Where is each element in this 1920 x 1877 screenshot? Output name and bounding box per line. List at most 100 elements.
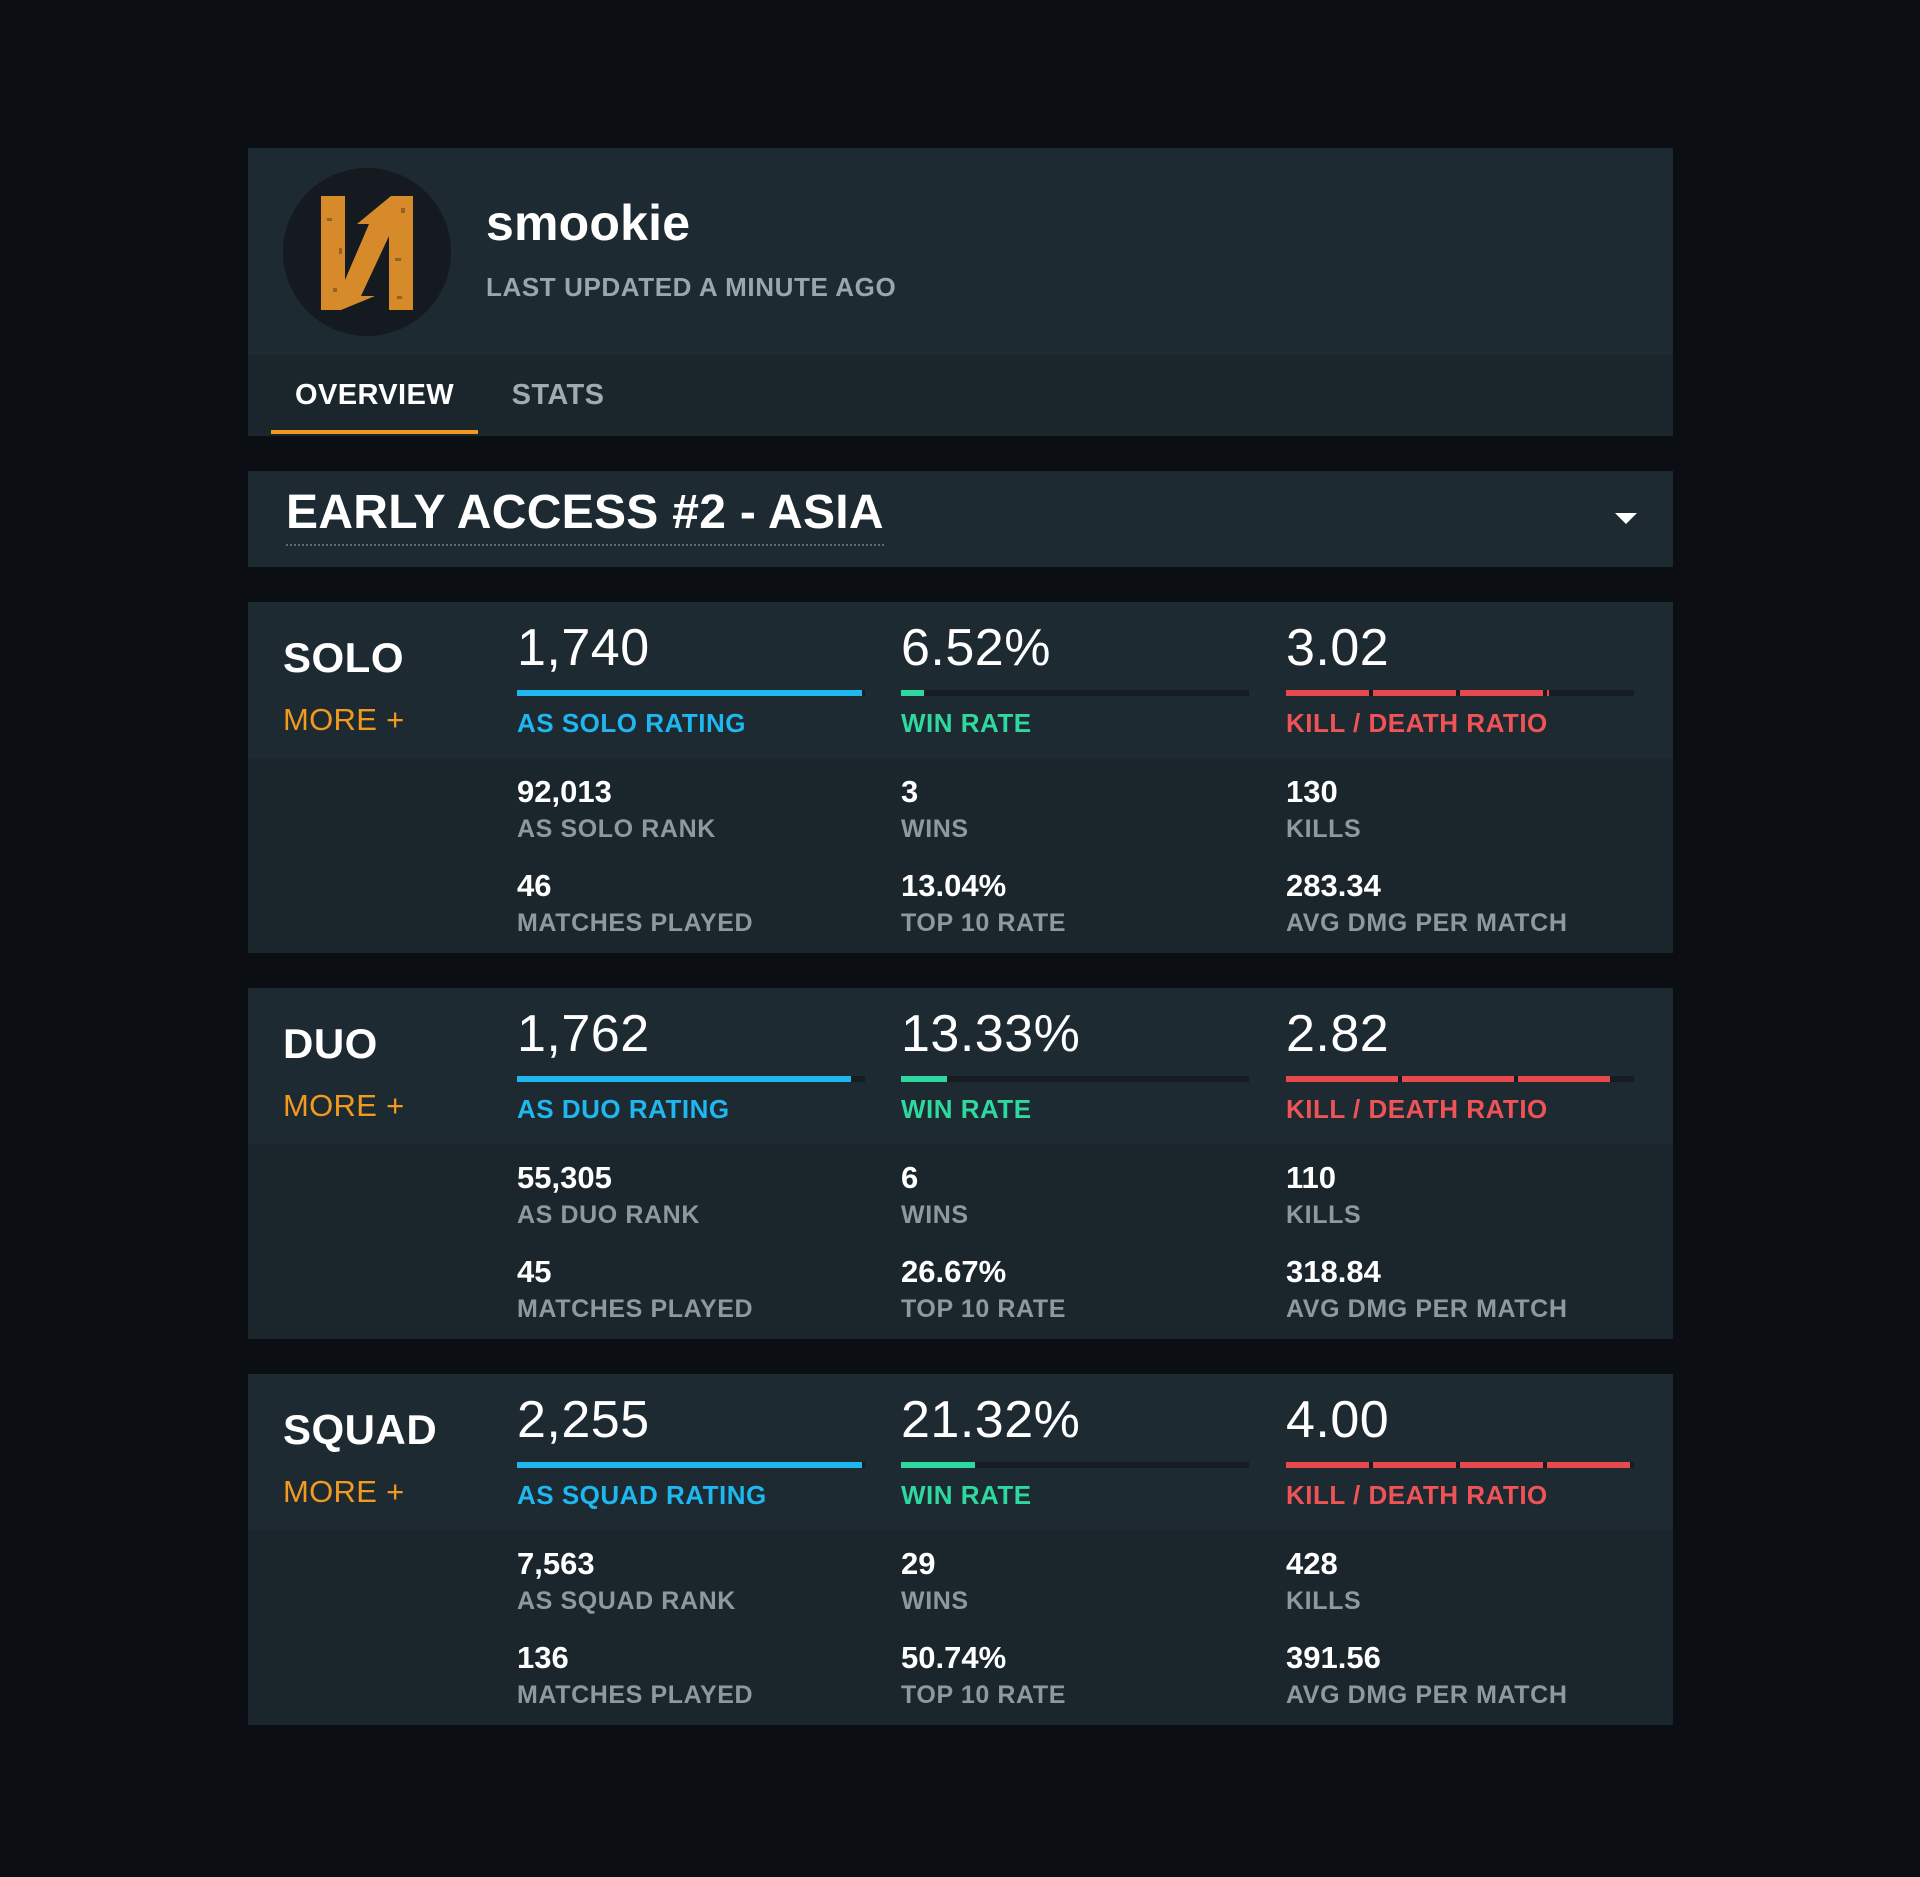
tab-overview[interactable]: OVERVIEW [271,355,478,436]
matches-label: MATCHES PLAYED [517,1295,754,1323]
winrate-bar-fill [901,690,924,696]
kd-value: 2.82 [1286,1005,1390,1063]
kd-bar-segment [1460,1462,1543,1468]
rating-bar-fill [517,1462,862,1468]
last-updated-text: LAST UPDATED A MINUTE AGO [486,272,897,302]
kills-label: KILLS [1286,1201,1362,1229]
winrate-bar-fill [901,1462,975,1468]
rank-value: 7,563 [517,1546,595,1581]
avg-dmg-label: AVG DMG PER MATCH [1286,1295,1568,1323]
rating-bar [517,690,865,696]
winrate-bar [901,1076,1249,1082]
top10-label: TOP 10 RATE [901,1681,1066,1709]
matches-value: 46 [517,868,552,903]
avg-dmg-label: AVG DMG PER MATCH [1286,1681,1568,1709]
more-link[interactable]: MORE + [283,1088,405,1123]
kills-value: 130 [1286,774,1338,809]
winrate-bar-fill [901,1076,947,1082]
kd-label: KILL / DEATH RATIO [1286,708,1548,738]
kd-bar [1286,1076,1634,1082]
rating-label: AS DUO RATING [517,1094,730,1124]
top10-value: 50.74% [901,1640,1007,1675]
more-link[interactable]: MORE + [283,1474,405,1509]
kills-label: KILLS [1286,1587,1362,1615]
kd-bar-segment [1518,1076,1610,1082]
profile-tabs: OVERVIEW STATS [248,355,1673,436]
matches-value: 45 [517,1254,552,1289]
mode-name: DUO [283,1020,378,1067]
winrate-value: 21.32% [901,1391,1081,1449]
profile-header: smookie LAST UPDATED A MINUTE AGO OVERVI… [248,148,1673,436]
winrate-label: WIN RATE [901,1480,1032,1510]
kd-bar-segment [1373,1462,1456,1468]
profile-info: smookie LAST UPDATED A MINUTE AGO [248,148,1673,355]
mode-name: SOLO [283,634,405,681]
mode-card-duo: DUO MORE + 1,762 AS DUO RATING 55,305 AS… [248,988,1673,1339]
matches-value: 136 [517,1640,569,1675]
username: smookie [486,195,691,251]
kd-bar-segment [1286,1462,1369,1468]
avg-dmg-value: 283.34 [1286,868,1381,903]
wins-label: WINS [901,1587,969,1615]
winrate-label: WIN RATE [901,708,1032,738]
avg-dmg-value: 391.56 [1286,1640,1381,1675]
winrate-bar [901,1462,1249,1468]
avatar [283,168,451,336]
kills-value: 110 [1286,1160,1337,1195]
kd-value: 3.02 [1286,619,1390,677]
kd-bar [1286,690,1634,696]
mode-summary [248,1374,1673,1530]
top10-label: TOP 10 RATE [901,1295,1066,1323]
matches-label: MATCHES PLAYED [517,1681,754,1709]
more-link[interactable]: MORE + [283,702,405,737]
rating-bar-fill [517,690,862,696]
top10-value: 13.04% [901,868,1007,903]
kd-bar-segment [1460,690,1543,696]
rating-value: 2,255 [517,1391,650,1449]
winrate-label: WIN RATE [901,1094,1032,1124]
season-selected-label: EARLY ACCESS #2 - ASIA [286,485,884,546]
rank-value: 55,305 [517,1160,612,1195]
kd-label: KILL / DEATH RATIO [1286,1094,1548,1124]
rating-value: 1,762 [517,1005,650,1063]
rating-bar-fill [517,1076,851,1082]
kd-bar-segment [1373,690,1456,696]
kd-bar-segment [1286,690,1369,696]
rank-label: AS DUO RANK [517,1201,700,1229]
winrate-value: 13.33% [901,1005,1081,1063]
top10-label: TOP 10 RATE [901,909,1066,937]
kills-value: 428 [1286,1546,1338,1581]
rating-label: AS SOLO RATING [517,708,746,738]
mode-summary [248,988,1673,1144]
mode-card-squad: SQUAD MORE + 2,255 AS SQUAD RATING 7,563… [248,1374,1673,1725]
mode-card-solo: SOLO MORE + 1,740 AS SOLO RATING 92,013 … [248,602,1673,953]
mode-summary [248,602,1673,758]
wins-value: 3 [901,774,919,809]
rank-label: AS SQUAD RANK [517,1587,736,1615]
kd-bar-segment [1402,1076,1514,1082]
matches-label: MATCHES PLAYED [517,909,754,937]
rating-label: AS SQUAD RATING [517,1480,767,1510]
rating-bar [517,1076,865,1082]
rating-bar [517,1462,865,1468]
kd-bar-segment [1547,1462,1630,1468]
rating-value: 1,740 [517,619,650,677]
season-selector[interactable]: EARLY ACCESS #2 - ASIA [248,471,1673,567]
top10-value: 26.67% [901,1254,1007,1289]
caret-down-icon [1615,513,1637,524]
player-profile: smookie LAST UPDATED A MINUTE AGO OVERVI… [248,148,1673,1725]
kd-bar-segment [1286,1076,1398,1082]
avg-dmg-label: AVG DMG PER MATCH [1286,909,1568,937]
wins-value: 6 [901,1160,919,1195]
winrate-value: 6.52% [901,619,1051,677]
kd-bar-segment [1547,690,1549,696]
rank-value: 92,013 [517,774,612,809]
tab-stats[interactable]: STATS [511,379,605,411]
kd-value: 4.00 [1286,1391,1390,1449]
mode-name: SQUAD [283,1406,438,1453]
avg-dmg-value: 318.84 [1286,1254,1381,1289]
winrate-bar [901,690,1249,696]
kd-bar [1286,1462,1634,1468]
orange-n-logo-icon [283,168,451,336]
wins-label: WINS [901,1201,969,1229]
